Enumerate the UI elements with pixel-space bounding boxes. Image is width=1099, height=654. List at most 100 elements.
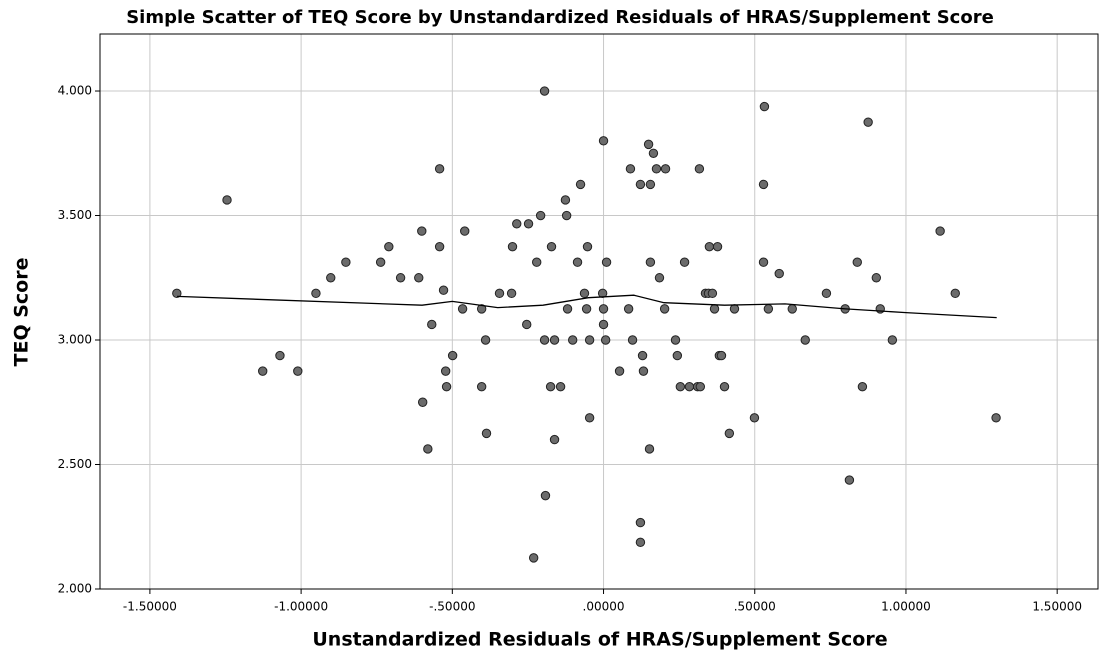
point: [670, 335, 681, 345]
point: [545, 381, 556, 392]
point: [579, 288, 590, 299]
point: [638, 366, 649, 376]
point: [326, 273, 336, 283]
point: [414, 273, 424, 283]
x-axis-title: Unstandardized Residuals of HRAS/Supplem…: [312, 629, 887, 651]
point: [645, 179, 656, 190]
point: [857, 381, 868, 392]
point: [660, 164, 671, 174]
point: [535, 210, 546, 221]
point: [601, 257, 612, 267]
point: [709, 304, 720, 314]
point: [758, 257, 769, 267]
point: [562, 304, 573, 314]
point: [712, 241, 723, 252]
point: [481, 428, 492, 439]
point: [447, 350, 458, 361]
point: [584, 413, 595, 423]
point: [423, 444, 433, 454]
y-axis-title: TEQ Score: [11, 258, 33, 367]
point: [651, 164, 662, 174]
point: [759, 101, 770, 112]
point: [293, 366, 303, 376]
point: [581, 304, 592, 314]
point: [821, 288, 832, 299]
point: [749, 413, 760, 423]
point: [555, 381, 566, 392]
point: [887, 335, 898, 345]
point: [950, 288, 960, 299]
point: [672, 350, 683, 361]
point: [506, 288, 517, 299]
point: [575, 179, 586, 190]
plot-frame: [99, 33, 1099, 590]
point: [623, 304, 634, 314]
point: [476, 304, 487, 314]
x-tick-label: .00000: [583, 600, 625, 614]
x-tick-label: 1.00000: [881, 600, 931, 614]
point: [549, 335, 560, 345]
point: [375, 257, 386, 267]
x-tick-label: -1.00000: [274, 600, 328, 614]
point: [438, 285, 449, 295]
point: [716, 350, 727, 361]
point: [222, 195, 232, 205]
point: [582, 241, 593, 252]
point: [627, 335, 638, 345]
point: [275, 350, 285, 361]
point: [440, 366, 451, 376]
point: [441, 381, 452, 392]
point: [643, 139, 654, 150]
point: [852, 257, 862, 267]
point: [523, 219, 534, 229]
point: [648, 148, 659, 158]
point: [572, 257, 583, 267]
point: [635, 517, 646, 528]
y-tick-label: 3.000: [58, 333, 92, 347]
point: [598, 136, 609, 146]
point: [417, 397, 428, 407]
point: [679, 257, 690, 267]
point: [935, 226, 945, 236]
point: [863, 117, 873, 127]
point: [598, 304, 609, 314]
point: [434, 164, 445, 174]
point: [546, 241, 557, 252]
point: [659, 304, 670, 314]
point: [311, 288, 321, 299]
y-tick-label: 2.000: [58, 582, 92, 596]
point: [561, 210, 572, 221]
point: [507, 241, 518, 252]
point: [417, 226, 427, 236]
point: [512, 219, 522, 229]
point: [724, 428, 735, 439]
point: [844, 475, 855, 485]
point: [704, 241, 715, 252]
point: [172, 288, 182, 299]
chart-title: Simple Scatter of TEQ Score by Unstandar…: [126, 7, 994, 28]
point: [532, 257, 542, 267]
x-tick-label: 1.50000: [1032, 600, 1082, 614]
point: [675, 381, 686, 392]
x-tick-label: -1.50000: [123, 600, 177, 614]
point: [522, 319, 532, 330]
point: [871, 273, 882, 283]
point: [600, 335, 611, 345]
point: [494, 288, 505, 299]
point: [637, 350, 648, 361]
point: [460, 226, 470, 236]
point: [645, 257, 656, 267]
point: [540, 490, 551, 501]
point: [719, 381, 730, 392]
point: [635, 179, 646, 190]
point: [427, 319, 437, 330]
x-tick-label: -.50000: [429, 600, 475, 614]
y-tick-label: 3.500: [58, 208, 92, 222]
point: [539, 335, 550, 345]
point: [539, 86, 550, 96]
point: [729, 304, 740, 314]
point: [560, 195, 571, 205]
point: [644, 444, 655, 454]
